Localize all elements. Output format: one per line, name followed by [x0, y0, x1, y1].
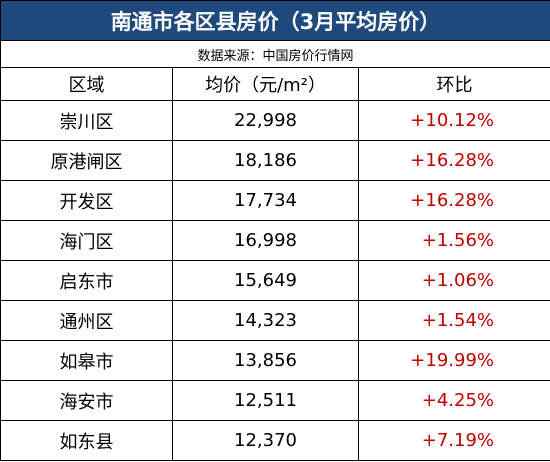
- table-row: 海安市 12,511 +4.25%: [0, 380, 550, 421]
- district: 海门区: [0, 220, 173, 261]
- change: +1.56%: [357, 220, 550, 261]
- change: +4.25%: [357, 380, 550, 421]
- avg-price: 18,186: [172, 140, 359, 181]
- change: +19.99%: [357, 340, 550, 381]
- change: +1.54%: [357, 300, 550, 341]
- table-row: 原港闸区 18,186 +16.28%: [0, 140, 550, 181]
- district: 如皋市: [0, 340, 173, 381]
- column-header: 环比: [357, 67, 550, 101]
- avg-price: 14,323: [172, 300, 359, 341]
- column-header: 均价（元/m²）: [172, 67, 359, 101]
- avg-price: 16,998: [172, 220, 359, 261]
- table-row: 通州区 14,323 +1.54%: [0, 300, 550, 341]
- table-row: 启东市 15,649 +1.06%: [0, 260, 550, 301]
- district: 启东市: [0, 260, 173, 301]
- source-row: 数据来源：中国房价行情网: [0, 40, 550, 68]
- district: 原港闸区: [0, 140, 173, 181]
- avg-price: 17,734: [172, 180, 359, 221]
- change: +16.28%: [357, 140, 550, 181]
- header-row: 区域 均价（元/m²） 环比: [0, 67, 550, 101]
- avg-price: 13,856: [172, 340, 359, 381]
- avg-price: 22,998: [172, 100, 359, 141]
- title-row: 南通市各区县房价（3月平均房价）: [0, 0, 550, 41]
- table-row: 如东县 12,370 +7.19%: [0, 420, 550, 461]
- table-row: 开发区 17,734 +16.28%: [0, 180, 550, 221]
- district: 如东县: [0, 420, 173, 461]
- change: +7.19%: [357, 420, 550, 461]
- change: +16.28%: [357, 180, 550, 221]
- change: +10.12%: [357, 100, 550, 141]
- district: 通州区: [0, 300, 173, 341]
- table-row: 崇川区 22,998 +10.12%: [0, 100, 550, 141]
- change: +1.06%: [357, 260, 550, 301]
- source: 数据来源：中国房价行情网: [0, 40, 550, 68]
- district: 开发区: [0, 180, 173, 221]
- district: 海安市: [0, 380, 173, 421]
- avg-price: 12,511: [172, 380, 359, 421]
- title: 南通市各区县房价（3月平均房价）: [0, 0, 550, 41]
- avg-price: 12,370: [172, 420, 359, 461]
- table-row: 如皋市 13,856 +19.99%: [0, 340, 550, 381]
- district: 崇川区: [0, 100, 173, 141]
- column-header: 区域: [0, 67, 173, 101]
- table-row: 海门区 16,998 +1.56%: [0, 220, 550, 261]
- avg-price: 15,649: [172, 260, 359, 301]
